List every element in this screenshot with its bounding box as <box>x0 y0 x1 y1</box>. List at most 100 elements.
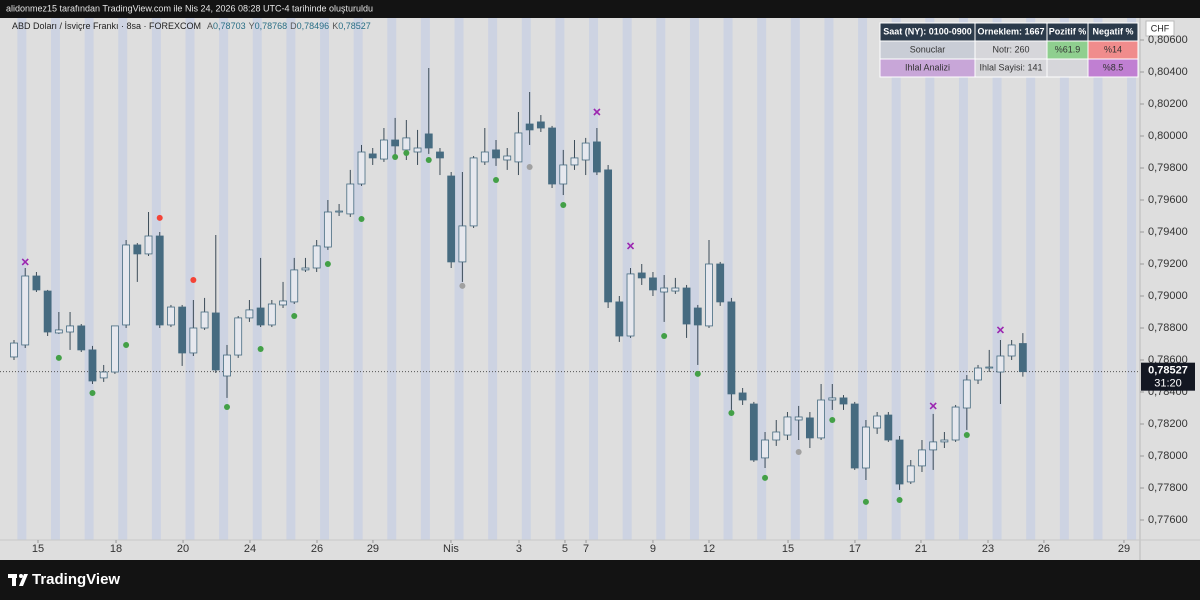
x-tick-label: 15 <box>782 543 794 555</box>
session-stripe <box>925 18 935 540</box>
candle-body <box>458 225 467 263</box>
candle-body <box>402 137 411 151</box>
y-tick-label: 0,78000 <box>1148 450 1188 462</box>
legend-key: A <box>207 21 213 31</box>
signal-dot <box>392 153 399 160</box>
candle-body <box>682 287 691 325</box>
signal-dot <box>762 474 769 481</box>
candle-body <box>705 263 713 327</box>
candle-body <box>413 147 422 153</box>
session-stripe <box>185 18 195 540</box>
candle-body <box>245 309 254 319</box>
candle-body <box>918 449 926 467</box>
candle-body <box>873 415 882 429</box>
session-stripe <box>488 18 498 540</box>
y-tick-label: 0,79200 <box>1148 258 1188 270</box>
candle-body <box>884 414 893 441</box>
candle-body <box>256 307 265 326</box>
legend-value: 0,78527 <box>338 21 371 31</box>
logo-part <box>12 574 16 586</box>
candle-body <box>929 441 938 451</box>
candle-body <box>626 273 635 337</box>
x-tick-label: 26 <box>311 543 323 555</box>
session-stripe <box>521 18 531 540</box>
table-cell <box>1087 58 1139 78</box>
signal-dot <box>694 370 701 377</box>
session-stripe <box>891 18 901 540</box>
candle-body <box>301 267 310 271</box>
signal-dot <box>403 149 410 156</box>
x-tick-label: 17 <box>849 543 861 555</box>
y-tick-label: 0,79000 <box>1148 290 1188 302</box>
candle-body <box>54 329 63 334</box>
table-cell-text: Sonuclar <box>910 44 946 54</box>
symbol-legend: ABD Doları / İsviçre Frankı · 8sa · FORE… <box>12 21 371 31</box>
candle-body <box>200 311 209 329</box>
session-stripe <box>656 18 666 540</box>
x-tick-label: 3 <box>516 543 522 555</box>
candle-body <box>749 403 758 461</box>
legend-key: Y <box>249 21 255 31</box>
candle-body <box>391 139 400 147</box>
candle-body <box>525 123 534 131</box>
y-tick-label: 0,78200 <box>1148 418 1188 430</box>
candle-body <box>32 275 41 291</box>
candle-body <box>581 142 590 161</box>
session-stripe <box>219 18 229 540</box>
candle-body <box>772 431 781 441</box>
candle-body <box>447 175 456 263</box>
signal-dot <box>493 177 500 183</box>
candle-body <box>211 312 220 371</box>
currency-box <box>1145 20 1175 37</box>
candle-body <box>985 366 994 369</box>
x-tick-label: 23 <box>982 543 994 555</box>
candle-body <box>357 151 366 185</box>
candle-body <box>21 275 30 346</box>
table-header-text: Pozitif % <box>1049 26 1087 36</box>
candle-body <box>380 139 388 160</box>
session-stripe <box>84 18 94 540</box>
y-tick-label: 0,80600 <box>1148 34 1188 46</box>
candle-body <box>1007 344 1016 357</box>
y-tick-label: 0,80200 <box>1148 98 1188 110</box>
signal-dot <box>459 282 466 289</box>
candle-body <box>323 211 332 248</box>
session-stripe <box>790 18 800 540</box>
candle-body <box>817 399 825 439</box>
session-stripe <box>1093 18 1103 540</box>
candle-body <box>637 272 646 279</box>
session-stripe <box>252 18 262 540</box>
candle-body <box>514 132 523 163</box>
signal-dot <box>223 404 230 411</box>
signal-dot <box>795 449 802 455</box>
candle-body <box>234 317 243 356</box>
table-cell <box>1046 58 1089 78</box>
candle-body <box>133 244 142 255</box>
candle-body <box>88 349 97 382</box>
candle-body <box>727 301 736 395</box>
signal-dot <box>896 497 903 503</box>
candle-body <box>480 151 489 163</box>
candle-body <box>469 157 478 227</box>
candle-body <box>492 149 500 159</box>
signal-dot <box>257 345 264 352</box>
table-cell-text: Notr: 260 <box>992 44 1029 54</box>
signal-dot <box>829 417 836 423</box>
candle-body <box>996 355 1005 373</box>
countdown: 31:20 <box>1154 378 1182 390</box>
candle-body <box>940 439 949 443</box>
candle-body <box>503 155 512 161</box>
signal-cross <box>996 326 1005 334</box>
candle-body <box>951 406 960 441</box>
candle-body <box>783 416 792 436</box>
legend-key: K <box>332 21 338 31</box>
table-cell-text: Ihlal Analizi <box>905 62 950 72</box>
stats-table: Saat (NY): 0100-0900 Orneklem: 1667 Poziti… <box>879 22 1139 78</box>
y-tick-label: 0,77600 <box>1148 514 1188 526</box>
y-tick-label: 0,80400 <box>1148 66 1188 78</box>
candle-body <box>346 183 355 215</box>
legend-value: 0,78768 <box>255 21 288 31</box>
x-tick-label: 24 <box>244 543 256 555</box>
y-tick-label: 0,79800 <box>1148 162 1188 174</box>
signal-cross <box>593 108 601 116</box>
